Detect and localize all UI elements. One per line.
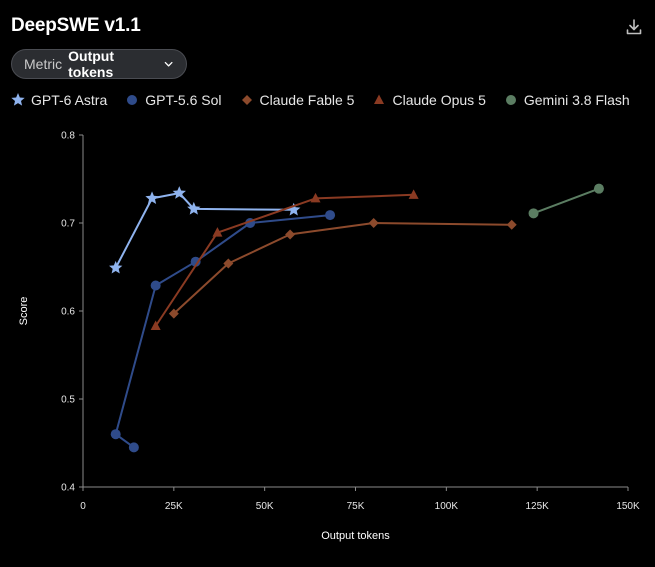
data-point — [223, 258, 234, 269]
x-tick-label: 100K — [435, 501, 459, 512]
chart-legend: GPT-6 Astra GPT-5.6 Sol Claude Fable 5 Clau… — [11, 92, 648, 108]
x-tick-label: 0 — [80, 501, 86, 512]
data-point — [212, 227, 223, 237]
x-axis-label: Output tokens — [321, 530, 390, 542]
circle-marker — [505, 95, 516, 105]
data-point — [287, 202, 301, 216]
metric-dropdown[interactable]: Metric Output tokens — [11, 48, 187, 80]
legend-item[interactable]: GPT-6 Astra — [11, 92, 107, 108]
legend-label: Gemini 3.8 Flash — [523, 92, 630, 108]
data-point — [150, 320, 161, 330]
series-line — [114, 214, 331, 449]
triangle-icon — [374, 94, 385, 104]
star-icon — [11, 93, 25, 106]
legend-label: Claude Fable 5 — [259, 92, 355, 108]
series-line — [154, 193, 414, 327]
metric-value: Output tokens — [68, 48, 114, 80]
series-line — [173, 222, 512, 315]
series-line — [114, 192, 294, 269]
series-claude-opus-5 — [150, 189, 419, 330]
y-tick-label: 0.4 — [61, 483, 75, 494]
data-point — [128, 442, 139, 453]
data-point — [187, 201, 201, 215]
data-point — [368, 218, 379, 228]
metric-label: Metric — [24, 56, 63, 72]
data-point — [145, 191, 159, 205]
triangle-marker — [374, 94, 385, 104]
x-tick-label: 150K — [616, 501, 640, 512]
download-icon[interactable] — [624, 17, 644, 37]
x-tick-label: 50K — [256, 501, 274, 512]
data-point — [285, 229, 296, 240]
legend-item[interactable]: GPT-5.6 Sol — [125, 92, 222, 108]
circle-icon — [505, 95, 516, 105]
star-marker — [11, 93, 25, 106]
legend-label: GPT-6 Astra — [31, 92, 108, 108]
data-point — [150, 280, 161, 291]
data-point — [109, 260, 123, 274]
y-tick-label: 0.8 — [61, 131, 75, 142]
series-gpt-6-astra — [109, 186, 301, 274]
data-point — [408, 189, 419, 199]
legend-label: Claude Opus 5 — [392, 92, 486, 108]
x-tick-label: 75K — [347, 501, 365, 512]
series-line — [533, 187, 600, 215]
data-point — [168, 308, 179, 319]
data-point — [528, 208, 539, 219]
x-tick-label: 25K — [165, 501, 183, 512]
data-point — [110, 429, 121, 440]
y-axis-label: Score — [18, 297, 30, 326]
chart-title: DeepSWE v1.1 — [11, 15, 141, 36]
x-tick-label: 125K — [525, 501, 549, 512]
legend-item[interactable]: Claude Opus 5 — [372, 92, 486, 108]
y-tick-label: 0.6 — [61, 307, 75, 318]
series-gemini-3-8-flash — [528, 183, 604, 219]
circle-icon — [127, 95, 138, 105]
legend-label: GPT-5.6 Sol — [145, 92, 222, 108]
legend-item[interactable]: Gemini 3.8 Flash — [504, 92, 630, 108]
data-point — [506, 219, 517, 230]
diamond-icon — [241, 95, 252, 105]
series-gpt-5-6-sol — [110, 210, 336, 453]
y-tick-label: 0.7 — [61, 219, 75, 230]
data-point — [172, 186, 186, 199]
data-point — [593, 183, 604, 194]
data-point — [190, 256, 201, 267]
data-point — [310, 192, 321, 203]
diamond-marker — [241, 95, 252, 105]
circle-marker — [127, 95, 138, 105]
series-claude-fable-5 — [168, 218, 517, 319]
legend-item[interactable]: Claude Fable 5 — [240, 92, 355, 108]
data-point — [325, 210, 336, 221]
y-tick-label: 0.5 — [61, 395, 75, 406]
chevron-down-icon — [164, 61, 173, 67]
